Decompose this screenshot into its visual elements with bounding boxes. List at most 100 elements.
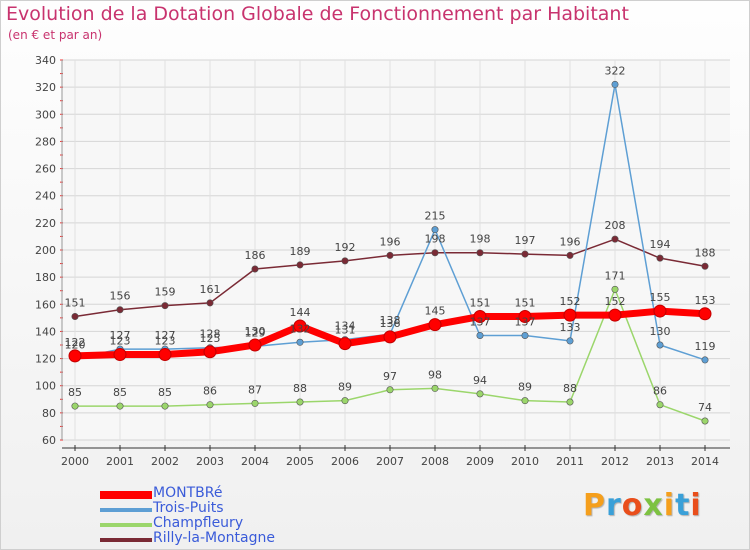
proxiti-logo: Proxiti <box>583 488 702 523</box>
y-tick-label: 220 <box>35 217 56 230</box>
y-tick-label: 340 <box>35 54 56 67</box>
data-point <box>701 262 709 270</box>
data-point <box>608 308 622 322</box>
data-label: 94 <box>473 374 487 387</box>
data-point <box>653 304 667 318</box>
x-tick-label: 2010 <box>511 455 539 468</box>
data-label: 88 <box>293 382 307 395</box>
legend-swatch <box>100 491 152 499</box>
data-point <box>476 331 484 339</box>
logo-letter: o <box>621 488 644 523</box>
data-label: 151 <box>65 297 86 310</box>
data-label: 198 <box>425 233 446 246</box>
logo-letter: r <box>606 488 622 523</box>
data-label: 196 <box>380 235 401 248</box>
data-point <box>611 235 619 243</box>
data-label: 137 <box>515 316 536 329</box>
data-label: 122 <box>65 336 86 349</box>
y-tick-label: 120 <box>35 353 56 366</box>
data-label: 208 <box>605 219 626 232</box>
x-tick-label: 2004 <box>241 455 269 468</box>
data-point <box>431 226 439 234</box>
legend-label: Rilly-la-Montagne <box>153 530 275 546</box>
logo-letter: i <box>690 488 702 523</box>
data-label: 123 <box>110 335 131 348</box>
data-label: 152 <box>560 295 581 308</box>
data-point <box>656 254 664 262</box>
data-label: 196 <box>560 235 581 248</box>
data-label: 86 <box>653 385 667 398</box>
logo-letter: P <box>583 488 606 523</box>
data-label: 89 <box>338 381 352 394</box>
data-point <box>476 249 484 257</box>
x-tick-label: 2003 <box>196 455 224 468</box>
data-point <box>566 398 574 406</box>
data-label: 186 <box>245 249 266 262</box>
x-tick-label: 2002 <box>151 455 179 468</box>
data-label: 86 <box>203 385 217 398</box>
data-point <box>296 261 304 269</box>
y-tick-label: 60 <box>42 434 56 447</box>
data-label: 134 <box>335 320 356 333</box>
data-point <box>203 345 217 359</box>
y-tick-label: 160 <box>35 298 56 311</box>
data-point <box>293 319 307 333</box>
data-point <box>71 312 79 320</box>
data-point <box>296 398 304 406</box>
data-label: 192 <box>335 241 356 254</box>
data-point <box>206 401 214 409</box>
data-label: 188 <box>695 246 716 259</box>
y-tick-label: 80 <box>42 407 56 420</box>
data-label: 138 <box>380 314 401 327</box>
data-point <box>431 249 439 257</box>
chart-title: Evolution de la Dotation Globale de Fonc… <box>6 3 629 25</box>
data-label: 133 <box>560 321 581 334</box>
data-point <box>386 251 394 259</box>
y-tick-label: 280 <box>35 135 56 148</box>
data-point <box>611 285 619 293</box>
data-point <box>206 299 214 307</box>
data-point <box>611 80 619 88</box>
x-tick-label: 2012 <box>601 455 629 468</box>
data-label: 215 <box>425 210 446 223</box>
x-tick-label: 2005 <box>286 455 314 468</box>
data-label: 322 <box>605 64 626 77</box>
data-label: 194 <box>650 238 671 251</box>
data-label: 127 <box>155 329 176 342</box>
data-label: 151 <box>515 297 536 310</box>
data-point <box>113 348 127 361</box>
data-point <box>116 306 124 314</box>
legend-label: Trois-Puits <box>153 500 224 516</box>
data-label: 74 <box>698 401 712 414</box>
legend-label: MONTBRé <box>153 485 223 501</box>
data-point <box>251 399 259 407</box>
data-point <box>338 337 352 351</box>
y-tick-label: 140 <box>35 325 56 338</box>
data-label: 129 <box>245 326 266 339</box>
data-label: 159 <box>155 286 176 299</box>
data-point <box>431 384 439 392</box>
legend-swatch <box>100 508 152 512</box>
data-point <box>161 402 169 410</box>
data-label: 155 <box>650 291 671 304</box>
x-tick-label: 2009 <box>466 455 494 468</box>
data-point <box>656 401 664 409</box>
data-point <box>473 310 487 323</box>
data-point <box>248 338 262 352</box>
data-label: 198 <box>470 233 491 246</box>
data-label: 137 <box>470 316 491 329</box>
data-point <box>383 330 397 344</box>
x-tick-label: 2006 <box>331 455 359 468</box>
data-label: 130 <box>650 325 671 338</box>
y-tick-label: 200 <box>35 244 56 257</box>
data-point <box>161 302 169 310</box>
legend-swatch <box>100 538 152 542</box>
data-label: 120 <box>65 339 86 352</box>
data-label: 119 <box>695 340 716 353</box>
data-point <box>518 310 532 323</box>
y-tick-label: 180 <box>35 271 56 284</box>
data-point <box>566 337 574 345</box>
data-label: 98 <box>428 368 442 381</box>
data-point <box>563 308 577 322</box>
